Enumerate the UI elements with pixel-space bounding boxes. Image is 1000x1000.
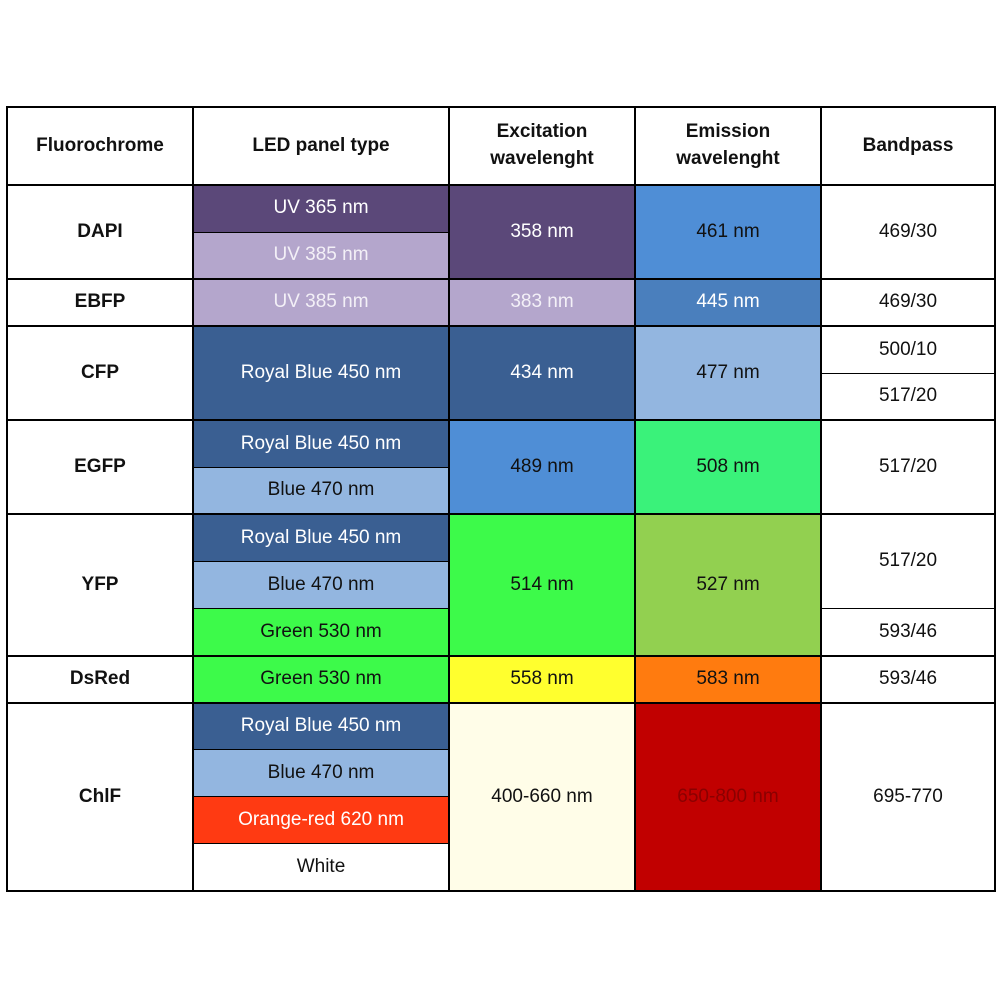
fluorochrome-cell: DsRed — [6, 654, 194, 704]
header-bandpass: Bandpass — [820, 106, 996, 186]
table-row: EGFP Royal Blue 450 nm 489 nm 508 nm 517… — [6, 419, 996, 516]
fluorochrome-cell: ChlF — [6, 701, 194, 893]
led-panel-cell: Orange-red 620 nm — [192, 796, 450, 845]
table-row: Blue 470 nm — [7, 466, 995, 516]
bandpass-cell: 500/10 — [820, 325, 996, 374]
table-body: DAPI UV 365 nm 358 nm 461 nm 469/30 UV 3… — [6, 183, 996, 893]
excitation-cell: 358 nm — [448, 183, 636, 281]
excitation-cell: 489 nm — [448, 419, 636, 516]
bandpass-cell: 593/46 — [820, 608, 996, 657]
table-row: Blue 470 nm — [7, 749, 995, 798]
led-panel-cell: UV 365 nm — [192, 183, 450, 233]
table-row: Blue 470 nm — [7, 560, 995, 610]
emission-cell: 477 nm — [634, 325, 822, 422]
excitation-cell: 558 nm — [448, 654, 636, 704]
excitation-cell: 383 nm — [448, 278, 636, 328]
fluorochrome-cell: EGFP — [6, 419, 194, 516]
excitation-cell: 400-660 nm — [448, 701, 636, 893]
emission-cell: 527 nm — [634, 513, 822, 657]
fluorochrome-cell: YFP — [6, 513, 194, 657]
led-panel-cell: Royal Blue 450 nm — [192, 325, 450, 422]
table-row: EBFP UV 385 nm 383 nm 445 nm 469/30 — [6, 278, 996, 328]
led-panel-cell: Green 530 nm — [192, 608, 450, 657]
led-panel-cell: UV 385 nm — [192, 278, 450, 328]
led-panel-cell: Blue 470 nm — [192, 466, 450, 516]
bandpass-cell: 469/30 — [820, 183, 996, 281]
header-emission-wavelength: Emission wavelenght — [634, 106, 822, 186]
led-panel-cell: Green 530 nm — [192, 654, 450, 704]
led-panel-cell: Royal Blue 450 nm — [192, 513, 450, 563]
led-panel-cell: Royal Blue 450 nm — [192, 419, 450, 468]
excitation-cell: 514 nm — [448, 513, 636, 657]
fluorochrome-cell: DAPI — [6, 183, 194, 281]
bandpass-cell: 517/20 — [820, 372, 996, 422]
led-panel-cell: Blue 470 nm — [192, 560, 450, 610]
table-row: White — [7, 843, 995, 893]
header-led-panel-type: LED panel type — [192, 106, 450, 186]
table-row: 517/20 — [7, 372, 996, 422]
header-excitation-wavelength: Excitation wavelenght — [448, 106, 636, 186]
emission-cell: 650-800 nm — [634, 701, 822, 893]
fluorochrome-cell: CFP — [6, 325, 194, 422]
emission-cell: 583 nm — [634, 654, 822, 704]
table-row: Green 530 nm 593/46 — [7, 608, 996, 657]
emission-cell: 461 nm — [634, 183, 822, 281]
table-row: UV 385 nm — [7, 231, 995, 281]
led-panel-cell: Royal Blue 450 nm — [192, 701, 450, 751]
header-fluorochrome: Fluorochrome — [6, 106, 194, 186]
led-panel-cell: UV 385 nm — [192, 231, 450, 281]
table-row: ChlF Royal Blue 450 nm 400-660 nm 650-80… — [6, 701, 996, 893]
emission-cell: 508 nm — [634, 419, 822, 516]
header-row: Fluorochrome LED panel type Excitation w… — [6, 106, 996, 186]
bandpass-cell: 517/20 — [820, 419, 996, 516]
table-row: YFP Royal Blue 450 nm 514 nm 527 nm 517/… — [6, 513, 996, 657]
table-row: DAPI UV 365 nm 358 nm 461 nm 469/30 — [6, 183, 996, 281]
led-panel-cell: Blue 470 nm — [192, 749, 450, 798]
led-panel-cell: White — [192, 843, 450, 893]
bandpass-cell: 517/20 — [820, 513, 996, 610]
emission-cell: 445 nm — [634, 278, 822, 328]
bandpass-cell: 593/46 — [820, 654, 996, 704]
bandpass-cell: 469/30 — [820, 278, 996, 328]
bandpass-cell: 695-770 — [820, 701, 996, 893]
table-row: Orange-red 620 nm — [7, 796, 995, 845]
fluorochrome-table: Fluorochrome LED panel type Excitation w… — [6, 106, 996, 893]
excitation-cell: 434 nm — [448, 325, 636, 422]
table-row: DsRed Green 530 nm 558 nm 583 nm 593/46 — [6, 654, 996, 704]
fluorochrome-cell: EBFP — [6, 278, 194, 328]
table-row: CFP Royal Blue 450 nm 434 nm 477 nm 500/… — [6, 325, 996, 422]
